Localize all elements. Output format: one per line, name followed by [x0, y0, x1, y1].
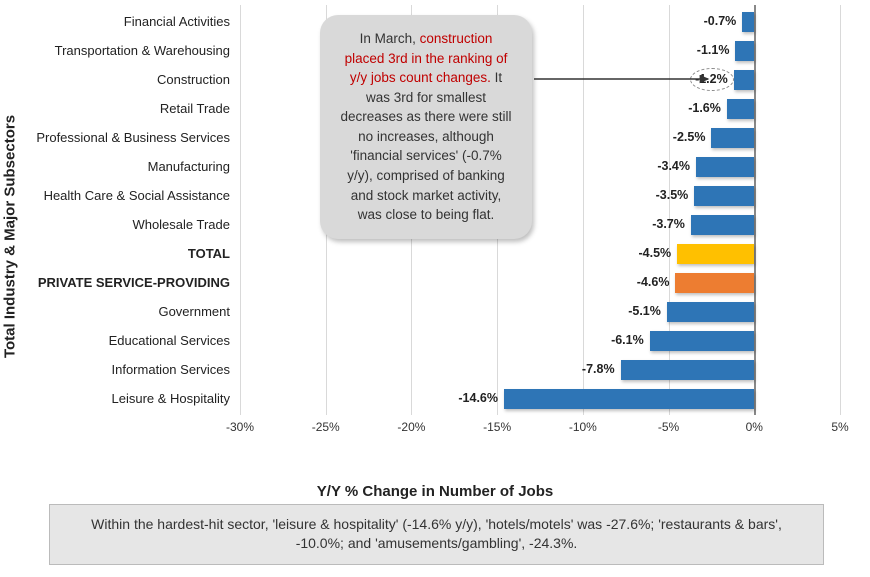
chart-row: Government-5.1% [240, 297, 840, 326]
value-label: -2.5% [673, 123, 706, 152]
bar [694, 186, 754, 206]
category-label: Information Services [10, 355, 230, 384]
x-tick-label: -20% [397, 420, 425, 434]
value-label: -3.4% [657, 152, 690, 181]
bar [734, 70, 755, 90]
bar [677, 244, 754, 264]
value-label: -1.6% [688, 94, 721, 123]
category-label: Health Care & Social Assistance [10, 181, 230, 210]
bar [735, 41, 754, 61]
category-label: Educational Services [10, 326, 230, 355]
category-label: Construction [10, 65, 230, 94]
bar [504, 389, 754, 409]
category-label: Leisure & Hospitality [10, 384, 230, 413]
bar [621, 360, 755, 380]
category-label: Professional & Business Services [10, 123, 230, 152]
x-tick-label: -10% [569, 420, 597, 434]
value-label: -1.1% [697, 36, 730, 65]
bar [711, 128, 754, 148]
value-label: -3.7% [652, 210, 685, 239]
x-tick-label: -15% [483, 420, 511, 434]
x-tick-label: 0% [746, 420, 763, 434]
category-label: Wholesale Trade [10, 210, 230, 239]
bar [667, 302, 754, 322]
value-label: -4.6% [637, 268, 670, 297]
value-label: -3.5% [656, 181, 689, 210]
footer-note: Within the hardest-hit sector, 'leisure … [49, 504, 824, 565]
category-label: Transportation & Warehousing [10, 36, 230, 65]
bar [742, 12, 754, 32]
chart-row: Information Services-7.8% [240, 355, 840, 384]
category-label: PRIVATE SERVICE-PROVIDING [10, 268, 230, 297]
category-label: Government [10, 297, 230, 326]
value-label: -4.5% [639, 239, 672, 268]
category-label: Retail Trade [10, 94, 230, 123]
chart-row: PRIVATE SERVICE-PROVIDING-4.6% [240, 268, 840, 297]
category-label: Manufacturing [10, 152, 230, 181]
value-label: -1.2% [695, 65, 728, 94]
x-tick-label: -25% [312, 420, 340, 434]
bar [727, 99, 754, 119]
value-label: -5.1% [628, 297, 661, 326]
category-label: TOTAL [10, 239, 230, 268]
x-tick-label: 5% [831, 420, 848, 434]
x-tick-label: -5% [658, 420, 679, 434]
value-label: -6.1% [611, 326, 644, 355]
value-label: -14.6% [458, 384, 498, 413]
category-label: Financial Activities [10, 7, 230, 36]
bar [696, 157, 754, 177]
bar [650, 331, 755, 351]
gridline [840, 5, 841, 415]
x-axis-title: Y/Y % Change in Number of Jobs [15, 483, 855, 500]
value-label: -7.8% [582, 355, 615, 384]
bar [691, 215, 754, 235]
callout-text-post: It was 3rd for smallest decreases as the… [340, 70, 511, 222]
callout-text-pre: In March, [360, 31, 420, 46]
x-tick-label: -30% [226, 420, 254, 434]
bar [675, 273, 754, 293]
chart-row: Educational Services-6.1% [240, 326, 840, 355]
value-label: -0.7% [704, 7, 737, 36]
chart-row: Leisure & Hospitality-14.6% [240, 384, 840, 413]
callout-box: In March, construction placed 3rd in the… [320, 15, 532, 239]
chart-row: TOTAL-4.5% [240, 239, 840, 268]
